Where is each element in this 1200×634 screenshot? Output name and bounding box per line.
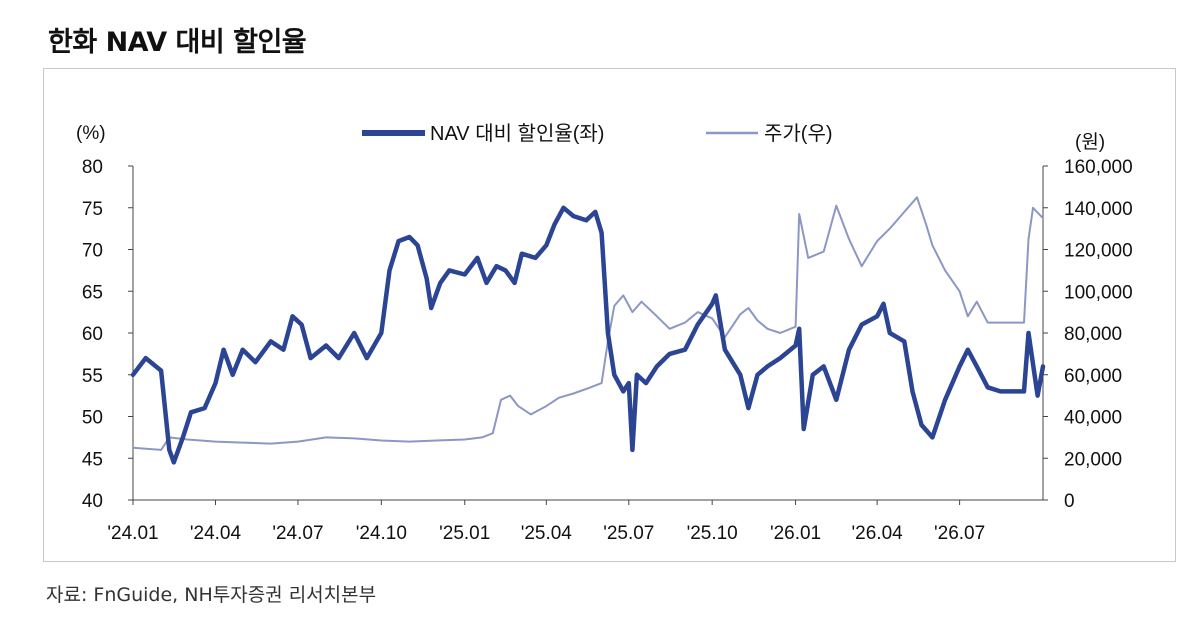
x-tick-label: '26.07 bbox=[934, 523, 985, 544]
left-tick-label: 75 bbox=[82, 199, 103, 220]
left-tick-label: 80 bbox=[82, 157, 103, 178]
right-tick-label: 80,000 bbox=[1064, 324, 1122, 345]
left-tick-label: 45 bbox=[82, 449, 103, 470]
discount-rate-line bbox=[130, 205, 1046, 465]
chart-title: 한화 NAV 대비 할인율 bbox=[48, 27, 307, 58]
legend-discount-label: NAV 대비 할인율(좌) bbox=[430, 122, 604, 145]
right-tick-label: 140,000 bbox=[1064, 199, 1133, 220]
right-tick-label: 160,000 bbox=[1064, 157, 1133, 178]
left-axis-unit: (%) bbox=[76, 123, 106, 144]
left-tick-label: 65 bbox=[82, 282, 103, 303]
source-note: 자료: FnGuide, NH투자증권 리서치본부 bbox=[46, 584, 377, 606]
x-tick-label: '24.10 bbox=[356, 523, 407, 544]
left-tick-label: 40 bbox=[82, 491, 103, 512]
x-tick-label: '24.07 bbox=[272, 523, 323, 544]
stock-price-line bbox=[132, 196, 1044, 451]
left-tick-label: 70 bbox=[82, 241, 103, 262]
right-axis-unit: (원) bbox=[1075, 131, 1105, 153]
right-tick-label: 60,000 bbox=[1064, 366, 1122, 387]
x-tick-label: '25.04 bbox=[521, 523, 573, 544]
left-tick-label: 55 bbox=[82, 366, 103, 387]
x-tick-label: '24.01 bbox=[107, 523, 158, 544]
right-tick-label: 20,000 bbox=[1064, 449, 1122, 470]
x-tick-label: '25.10 bbox=[687, 523, 738, 544]
x-tick-label: '25.07 bbox=[603, 523, 654, 544]
right-tick-label: 100,000 bbox=[1064, 282, 1133, 303]
legend-price-label: 주가(우) bbox=[764, 122, 833, 145]
x-tick-label: '24.04 bbox=[190, 523, 242, 544]
x-tick-label: '25.01 bbox=[439, 523, 490, 544]
left-tick-label: 50 bbox=[82, 408, 103, 429]
chart-frame bbox=[43, 68, 1176, 562]
x-tick-label: '26.04 bbox=[852, 523, 904, 544]
right-tick-label: 120,000 bbox=[1064, 241, 1133, 262]
left-tick-label: 60 bbox=[82, 324, 103, 345]
right-tick-label: 40,000 bbox=[1064, 408, 1122, 429]
x-tick-label: '26.01 bbox=[770, 523, 821, 544]
right-tick-label: 0 bbox=[1064, 491, 1075, 512]
